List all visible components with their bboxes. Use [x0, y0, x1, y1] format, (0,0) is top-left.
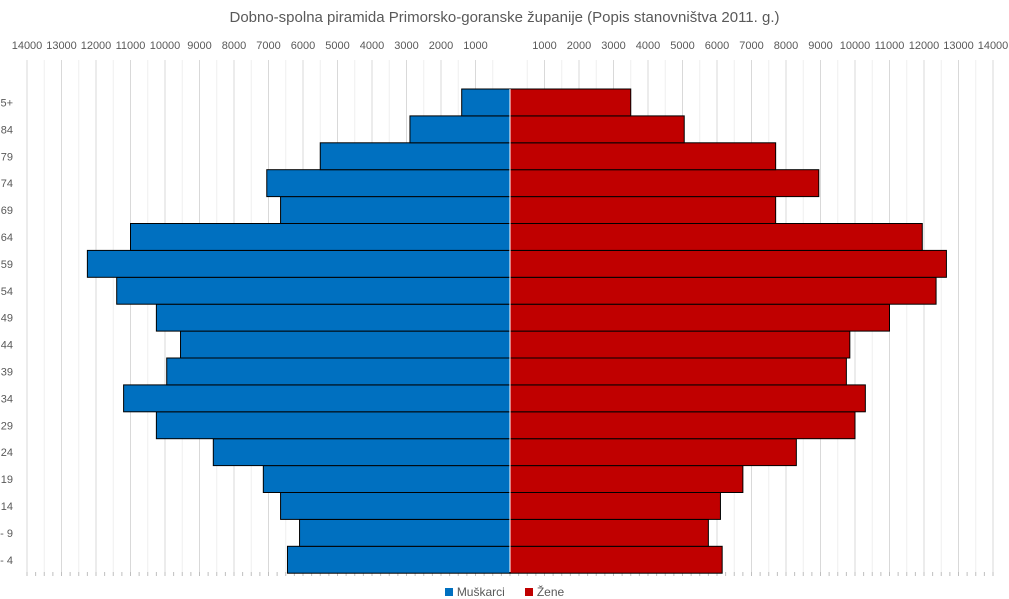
bar-male-5 [155, 411, 511, 440]
bar-female-7 [509, 357, 847, 386]
x-tick-label: 14000 [978, 40, 1009, 52]
y-tick-label: - 9 [0, 528, 13, 540]
legend-swatch-male [444, 588, 453, 596]
bar-female-15 [509, 142, 777, 171]
x-tick-label: 12000 [81, 40, 112, 52]
bar-female-13 [509, 196, 777, 225]
legend-item-female: Žene [524, 585, 565, 599]
bar-female-9 [509, 303, 890, 332]
bar-male-8 [180, 330, 511, 359]
bar-male-12 [130, 223, 511, 251]
bar-female-2 [509, 492, 721, 520]
y-tick-label: 79 [1, 151, 13, 163]
x-tick-label: 11000 [116, 40, 146, 52]
bar-male-2 [280, 492, 511, 520]
bar-female-3 [509, 465, 744, 494]
y-tick-label: 84 [1, 124, 13, 136]
bar-female-16 [509, 115, 685, 144]
x-tick-label: 3000 [601, 40, 625, 52]
bar-male-3 [262, 465, 511, 494]
bar-male-9 [155, 303, 511, 332]
bar-male-14 [266, 169, 511, 198]
legend: Muškarci Žene [0, 585, 1009, 599]
x-tick-label: 8000 [774, 40, 798, 52]
y-tick-label: 34 [1, 393, 13, 405]
x-tick-label: 4000 [636, 40, 660, 52]
y-tick-label: 14 [1, 501, 13, 513]
bar-female-11 [509, 249, 947, 278]
bar-female-12 [509, 223, 923, 251]
legend-item-male: Muškarci [444, 585, 505, 599]
x-tick-label: 13000 [46, 40, 77, 52]
x-tick-label: 7000 [739, 40, 763, 52]
y-tick-label: 5+ [0, 97, 13, 109]
x-tick-label: 6000 [291, 40, 315, 52]
bar-male-17 [461, 88, 511, 117]
x-tick-label: 8000 [222, 40, 246, 52]
x-tick-label: 9000 [187, 40, 211, 52]
bar-male-13 [280, 196, 511, 225]
x-tick-label: 9000 [808, 40, 832, 52]
legend-label-male: Muškarci [456, 585, 505, 599]
bar-female-14 [509, 169, 820, 198]
bars [86, 88, 947, 574]
y-tick-label: 59 [1, 259, 13, 271]
x-tick-label: 11000 [875, 40, 905, 52]
x-tick-label: 6000 [705, 40, 729, 52]
bar-female-0 [509, 545, 723, 574]
bar-female-6 [509, 384, 866, 413]
y-tick-label: 74 [1, 178, 13, 190]
legend-label-female: Žene [536, 585, 565, 599]
bar-male-4 [212, 438, 511, 467]
bar-male-16 [409, 115, 511, 144]
bar-male-11 [86, 249, 511, 278]
bar-female-17 [509, 88, 632, 117]
y-tick-label: 39 [1, 366, 13, 378]
x-tick-label: 13000 [943, 40, 974, 52]
x-tick-label: 2000 [567, 40, 591, 52]
y-tick-label: 19 [1, 474, 13, 486]
y-axis-tick-labels: - 4 - 9 14 19 24 29 34 39 44 49 54 59 64 69 74 79 84 5+ [0, 97, 13, 566]
y-tick-label: 44 [1, 340, 13, 352]
x-axis-tick-labels: 14000 13000 12000 11000 10000 9000 8000 7000 600… [12, 40, 1009, 52]
bar-male-7 [166, 357, 511, 386]
bar-female-8 [509, 330, 851, 359]
x-tick-label: 10000 [150, 40, 181, 52]
y-tick-label: 69 [1, 205, 13, 217]
x-tick-label: 12000 [909, 40, 940, 52]
legend-swatch-female [524, 588, 533, 596]
y-tick-label: 64 [1, 232, 13, 244]
bar-male-1 [299, 518, 511, 547]
x-tick-label: 1000 [532, 40, 556, 52]
bar-male-6 [123, 384, 511, 413]
x-tick-label: 4000 [360, 40, 384, 52]
x-tick-label: 3000 [394, 40, 418, 52]
bar-male-10 [116, 276, 511, 305]
chart-title: Dobno-spolna piramida Primorsko-goranske… [229, 9, 780, 26]
bar-male-0 [286, 545, 511, 574]
x-tick-label: 10000 [840, 40, 871, 52]
y-tick-label: 29 [1, 420, 13, 432]
x-tick-label: 5000 [325, 40, 349, 52]
x-tick-label: 2000 [429, 40, 453, 52]
x-tick-label: 1000 [463, 40, 487, 52]
y-tick-label: 54 [1, 286, 13, 298]
y-tick-label: 49 [1, 313, 13, 325]
bar-female-1 [509, 518, 709, 547]
y-tick-label: 24 [1, 447, 13, 459]
x-tick-label: 5000 [670, 40, 694, 52]
bar-female-5 [509, 411, 856, 440]
x-tick-label: 14000 [12, 40, 43, 52]
x-tick-label: 7000 [256, 40, 280, 52]
bar-female-4 [509, 438, 797, 467]
bar-male-15 [319, 142, 511, 171]
bar-female-10 [509, 276, 937, 305]
y-tick-label: - 4 [0, 555, 13, 567]
